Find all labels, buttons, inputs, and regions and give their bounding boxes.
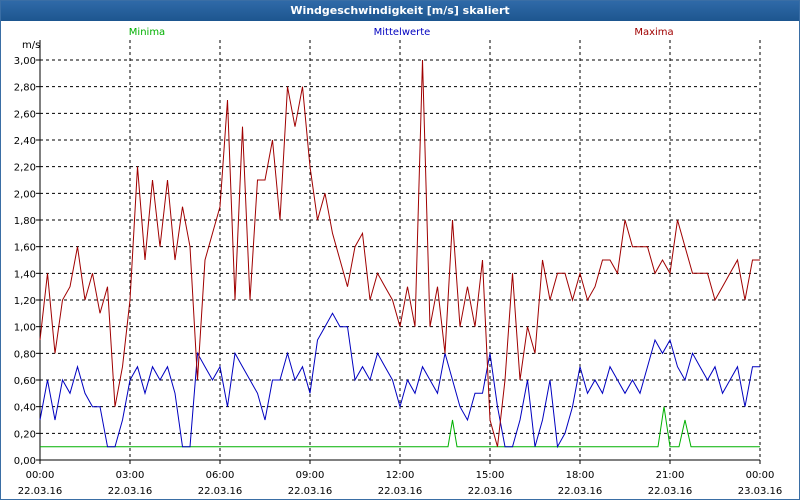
y-tick-label: 2,00 <box>14 189 36 200</box>
x-tick-date: 22.03.16 <box>108 486 153 497</box>
series-minima-line <box>40 406 760 448</box>
grid <box>40 40 761 460</box>
legend-maxima: Maxima <box>634 27 673 38</box>
y-tick-label: 3,00 <box>14 56 36 67</box>
series-mittelwerte-line <box>39 312 760 449</box>
y-tick-label: 2,80 <box>14 83 36 94</box>
y-tick-label: 0,00 <box>14 456 36 467</box>
y-tick-label: 2,60 <box>14 109 36 120</box>
y-tick-label: 2,40 <box>14 136 36 147</box>
x-tick-time: 09:00 <box>296 470 325 481</box>
x-tick-time: 06:00 <box>206 470 235 481</box>
x-tick-date: 22.03.16 <box>288 486 333 497</box>
axes <box>36 40 761 464</box>
x-tick-labels: 00:00 22.03.16 03:00 22.03.16 06:00 22.03.16 0… <box>18 470 783 497</box>
x-tick-date: 22.03.16 <box>558 486 603 497</box>
y-tick-label: 0,80 <box>14 349 36 360</box>
y-tick-label: 2,20 <box>14 163 36 174</box>
legend-mittelwerte: Mittelwerte <box>374 27 431 38</box>
y-tick-label: 1,40 <box>14 269 36 280</box>
y-tick-label: 1,00 <box>14 323 36 334</box>
x-tick-date: 22.03.16 <box>378 486 423 497</box>
y-tick-label: 1,60 <box>14 243 36 254</box>
x-tick-date: 23.03.16 <box>738 486 783 497</box>
x-tick-date: 22.03.16 <box>198 486 243 497</box>
y-tick-label: 1,20 <box>14 296 36 307</box>
x-tick-time: 00:00 <box>746 470 775 481</box>
x-tick-time: 00:00 <box>26 470 55 481</box>
series-lines <box>39 59 760 449</box>
window-title: Windgeschwindigkeit [m/s] skaliert <box>1 1 799 21</box>
x-tick-time: 03:00 <box>116 470 145 481</box>
y-tick-label: 0,60 <box>14 376 36 387</box>
x-tick-date: 22.03.16 <box>648 486 693 497</box>
x-tick-time: 15:00 <box>476 470 505 481</box>
x-tick-time: 18:00 <box>566 470 595 481</box>
y-tick-label: 0,40 <box>14 403 36 414</box>
x-tick-time: 12:00 <box>386 470 415 481</box>
series-maxima-line <box>39 59 760 447</box>
y-axis-unit: m/s <box>22 40 40 51</box>
y-tick-label: 1,80 <box>14 216 36 227</box>
y-tick-label: 0,20 <box>14 429 36 440</box>
y-tick-labels: 0,00 0,20 0,40 0,60 0,80 1,00 1,20 1,40 1,60 1,80… <box>14 56 36 467</box>
x-tick-date: 22.03.16 <box>18 486 63 497</box>
legend-minima: Minima <box>129 27 165 38</box>
x-tick-date: 22.03.16 <box>468 486 513 497</box>
x-tick-time: 21:00 <box>656 470 685 481</box>
